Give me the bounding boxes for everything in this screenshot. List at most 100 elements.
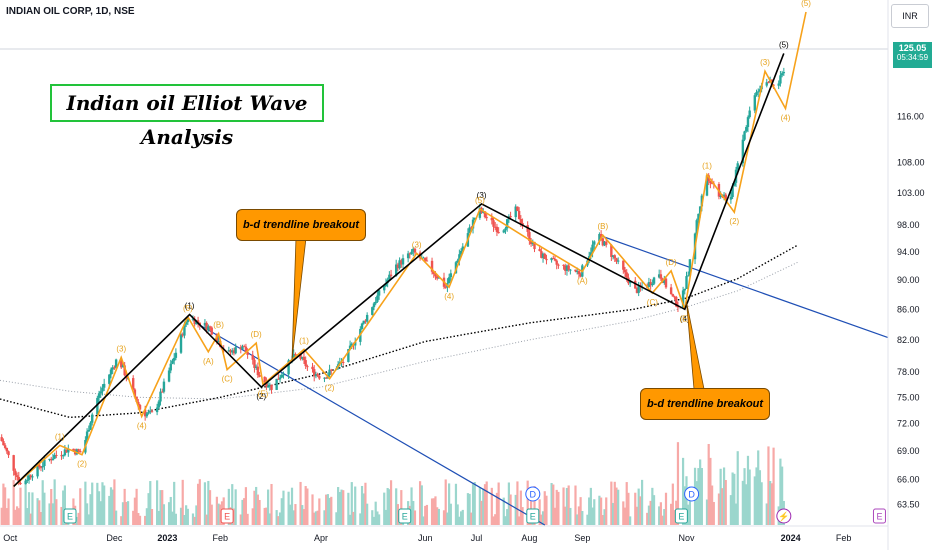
candle-body <box>15 475 19 477</box>
candle-body <box>306 366 309 368</box>
volume-bar <box>195 505 198 525</box>
volume-bar <box>384 509 388 525</box>
volume-bar <box>676 442 680 525</box>
volume-bar <box>448 483 451 525</box>
volume-bar <box>359 513 362 525</box>
candle-body <box>138 405 142 410</box>
symbol-title[interactable]: INDIAN OIL CORP, 1D, NSE <box>6 6 135 17</box>
currency-label[interactable]: INR <box>891 4 929 28</box>
volume-bar <box>352 511 355 525</box>
volume-bar <box>514 494 517 525</box>
candle-body <box>102 383 106 388</box>
candle-body <box>521 223 524 226</box>
price-tick-label: 78.00 <box>897 367 920 377</box>
volume-bar <box>707 443 710 525</box>
candle-body <box>85 431 89 441</box>
volume-bar <box>671 483 674 525</box>
volume-bar <box>85 503 89 525</box>
candle-body <box>599 234 603 239</box>
callout-trendline-breakout-2[interactable]: b-d trendline breakout <box>640 388 770 420</box>
volume-bar <box>741 480 744 525</box>
trendline-2 <box>602 235 889 339</box>
event-marker-letter: E <box>876 512 882 522</box>
volume-bar <box>552 484 555 525</box>
bar-countdown: 05:34:59 <box>896 53 929 62</box>
volume-bar <box>292 510 295 525</box>
volume-bar <box>468 493 471 525</box>
candle-body <box>755 92 758 96</box>
volume-bar <box>108 495 111 525</box>
candle-body <box>65 449 68 453</box>
volume-bar <box>721 488 724 525</box>
volume-bar <box>436 507 439 525</box>
candle-body <box>748 110 751 118</box>
volume-bar <box>541 511 545 525</box>
wave-label: (5) <box>801 0 811 8</box>
volume-bar <box>282 490 285 525</box>
volume-bar <box>623 507 627 525</box>
candle-body <box>354 341 357 346</box>
candle-body <box>669 287 673 295</box>
candle-body <box>43 459 46 467</box>
candle-body <box>687 275 690 277</box>
candle-body <box>434 273 437 277</box>
volume-bar <box>55 499 58 525</box>
candle-body <box>459 250 463 255</box>
volume-bar <box>545 495 548 525</box>
candle-body <box>280 374 283 378</box>
volume-bar <box>99 501 102 525</box>
candle-body <box>780 73 784 76</box>
candle-body <box>494 226 497 228</box>
event-markers[interactable]: E E E D E E D ⚡ E <box>63 486 886 524</box>
volume-bar <box>485 481 488 525</box>
event-marker-bg <box>526 508 540 524</box>
event-marker-bg <box>872 508 886 524</box>
volume-bar <box>569 507 572 525</box>
time-axis[interactable]: Oct Dec 2023 Feb Apr Jun Jul Aug Sep Nov 2024 Feb <box>3 533 851 543</box>
volume-bar <box>265 507 268 525</box>
wave-label: (4) <box>444 292 454 301</box>
volume-bar <box>203 482 207 525</box>
volume-bar <box>7 498 10 525</box>
volume-bar <box>661 515 664 525</box>
wave-label: (2) <box>77 460 87 469</box>
candle-body <box>364 320 367 322</box>
callout-trendline-breakout-1[interactable]: b-d trendline breakout <box>236 209 366 241</box>
candle-body <box>246 351 249 355</box>
candle-body <box>282 374 285 376</box>
candle-body <box>77 449 80 451</box>
candle-body <box>239 347 242 350</box>
volume-bar <box>432 498 435 525</box>
volume-bar <box>125 501 128 525</box>
time-tick-label: Sep <box>574 533 590 543</box>
candle-body <box>145 413 149 417</box>
volume-bar <box>0 507 3 525</box>
candle-body <box>611 255 615 257</box>
elliott-wave-lines[interactable] <box>13 11 807 487</box>
minor-wave-line <box>13 11 807 487</box>
volume-bar <box>354 486 357 525</box>
volume-bar <box>208 490 212 525</box>
volume-bar <box>687 504 690 525</box>
volume-bar <box>171 511 174 525</box>
candle-body <box>89 422 92 430</box>
volume-bar <box>121 502 125 525</box>
volume-bar <box>581 510 584 525</box>
volume-bar <box>574 485 577 525</box>
volume-bar <box>613 481 616 525</box>
volume-bar <box>62 490 65 525</box>
candle-body <box>2 441 5 446</box>
time-tick-label: Apr <box>314 533 328 543</box>
volume-bar <box>299 481 302 525</box>
wave-label: (3) <box>412 240 422 249</box>
price-axis[interactable]: 63.50 66.00 69.00 72.00 75.00 78.00 82.00 86.00… <box>897 112 925 510</box>
volume-bar <box>43 492 46 525</box>
volume-bar <box>251 508 254 525</box>
candle-body <box>17 476 20 483</box>
candle-body <box>676 306 680 308</box>
candle-body <box>12 455 15 471</box>
candle-body <box>251 354 254 360</box>
wave-label: (D) <box>666 258 677 267</box>
candle-body <box>729 197 733 200</box>
